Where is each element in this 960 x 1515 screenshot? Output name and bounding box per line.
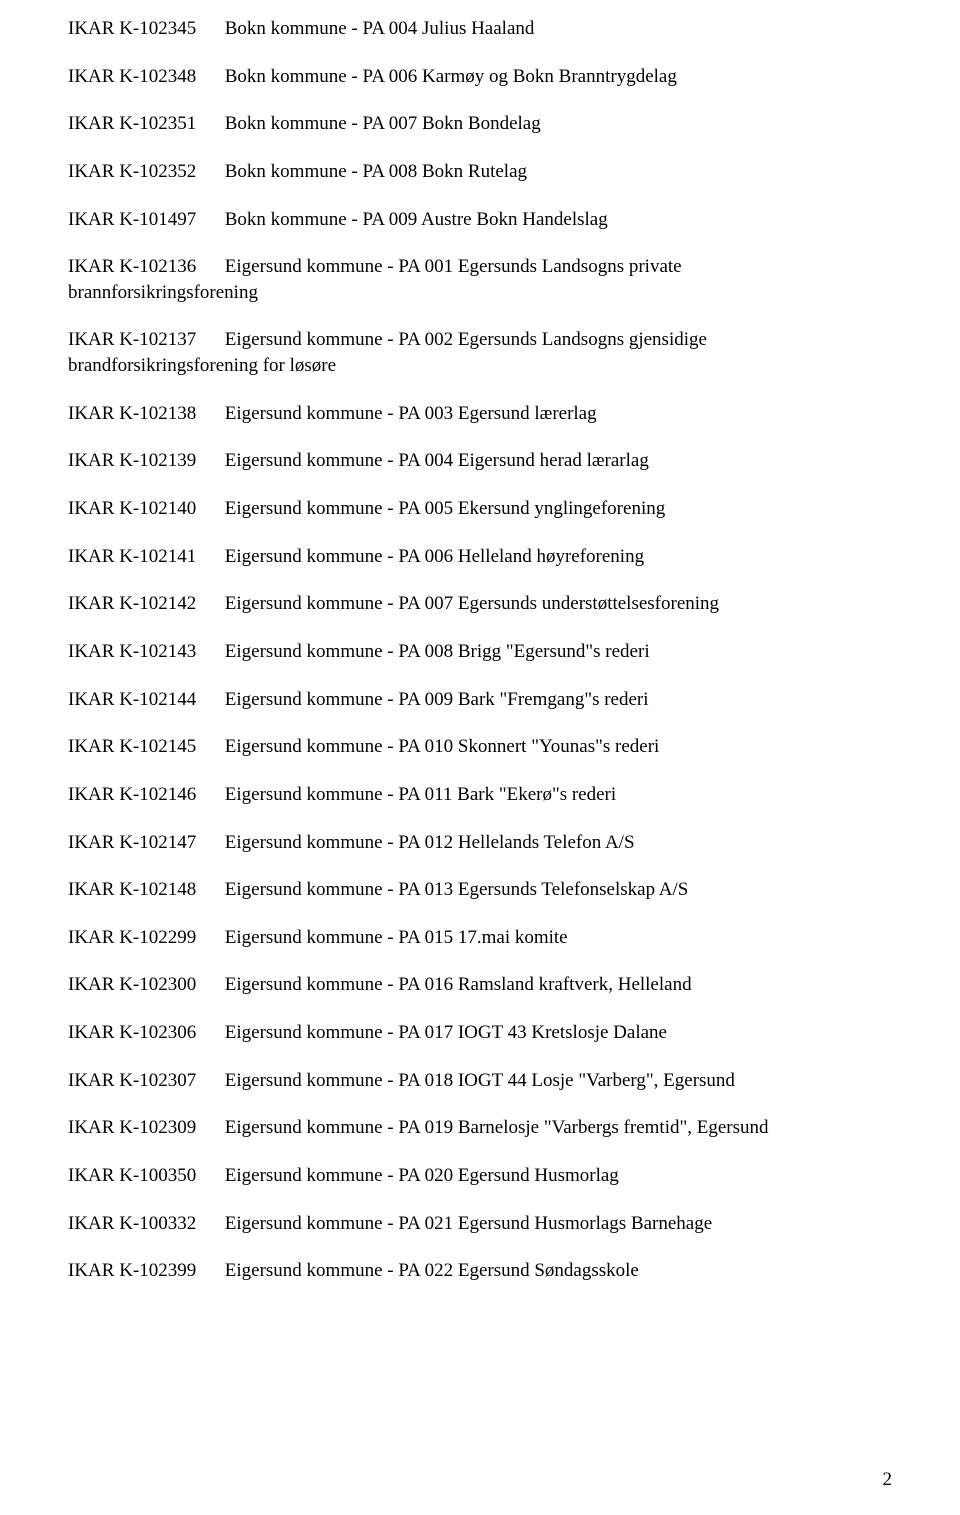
entry-row: IKAR K-102143 Eigersund kommune - PA 008… (68, 639, 892, 665)
entry-code: IKAR K-102143 (68, 641, 196, 662)
entry-row: IKAR K-102136 Eigersund kommune - PA 001… (68, 254, 892, 305)
entry-description: Eigersund kommune - PA 022 Egersund Sønd… (225, 1260, 639, 1281)
entry-code: IKAR K-102138 (68, 403, 196, 424)
entry-code: IKAR K-102399 (68, 1260, 196, 1281)
entry-description: Eigersund kommune - PA 012 Hellelands Te… (225, 832, 635, 853)
entry-row: IKAR K-102137 Eigersund kommune - PA 002… (68, 327, 892, 378)
entry-code: IKAR K-102307 (68, 1070, 196, 1091)
entry-description-continuation: brandforsikringsforening for løsøre (68, 353, 892, 379)
entry-code: IKAR K-102351 (68, 113, 196, 134)
entry-code: IKAR K-102148 (68, 879, 196, 900)
entry-row: IKAR K-102348 Bokn kommune - PA 006 Karm… (68, 64, 892, 90)
entry-description: Eigersund kommune - PA 018 IOGT 44 Losje… (225, 1070, 735, 1091)
entry-row: IKAR K-102299 Eigersund kommune - PA 015… (68, 925, 892, 951)
entry-row: IKAR K-102307 Eigersund kommune - PA 018… (68, 1068, 892, 1094)
entry-description: Bokn kommune - PA 007 Bokn Bondelag (225, 113, 541, 134)
entry-description-continuation: brannforsikringsforening (68, 280, 892, 306)
entry-row: IKAR K-102148 Eigersund kommune - PA 013… (68, 877, 892, 903)
entries-list: IKAR K-102345 Bokn kommune - PA 004 Juli… (68, 16, 892, 1284)
entry-code: IKAR K-101497 (68, 209, 196, 230)
entry-description: Eigersund kommune - PA 009 Bark "Fremgan… (225, 689, 649, 710)
entry-code: IKAR K-102139 (68, 450, 196, 471)
entry-row: IKAR K-102141 Eigersund kommune - PA 006… (68, 544, 892, 570)
entry-description: Bokn kommune - PA 004 Julius Haaland (225, 18, 535, 39)
entry-description: Eigersund kommune - PA 020 Egersund Husm… (225, 1165, 619, 1186)
entry-row: IKAR K-102345 Bokn kommune - PA 004 Juli… (68, 16, 892, 42)
entry-row: IKAR K-102306 Eigersund kommune - PA 017… (68, 1020, 892, 1046)
entry-row: IKAR K-102144 Eigersund kommune - PA 009… (68, 687, 892, 713)
entry-row: IKAR K-102145 Eigersund kommune - PA 010… (68, 734, 892, 760)
entry-description: Eigersund kommune - PA 008 Brigg "Egersu… (225, 641, 650, 662)
entry-description: Eigersund kommune - PA 015 17.mai komite (225, 927, 568, 948)
entry-code: IKAR K-102140 (68, 498, 196, 519)
entry-code: IKAR K-100350 (68, 1165, 196, 1186)
entry-row: IKAR K-102146 Eigersund kommune - PA 011… (68, 782, 892, 808)
document-page: IKAR K-102345 Bokn kommune - PA 004 Juli… (0, 0, 960, 1515)
entry-code: IKAR K-102144 (68, 689, 196, 710)
entry-code: IKAR K-102306 (68, 1022, 196, 1043)
entry-description: Eigersund kommune - PA 017 IOGT 43 Krets… (225, 1022, 667, 1043)
entry-description: Eigersund kommune - PA 021 Egersund Husm… (225, 1213, 712, 1234)
entry-code: IKAR K-102309 (68, 1117, 196, 1138)
entry-code: IKAR K-102136 (68, 256, 196, 277)
entry-code: IKAR K-102146 (68, 784, 196, 805)
entry-code: IKAR K-102300 (68, 974, 196, 995)
entry-code: IKAR K-100332 (68, 1213, 196, 1234)
entry-description: Eigersund kommune - PA 006 Helleland høy… (225, 546, 644, 567)
entry-description: Eigersund kommune - PA 001 Egersunds Lan… (225, 256, 682, 277)
entry-code: IKAR K-102137 (68, 329, 196, 350)
entry-description: Eigersund kommune - PA 019 Barnelosje "V… (225, 1117, 769, 1138)
entry-row: IKAR K-102309 Eigersund kommune - PA 019… (68, 1115, 892, 1141)
entry-code: IKAR K-102141 (68, 546, 196, 567)
entry-row: IKAR K-102139 Eigersund kommune - PA 004… (68, 448, 892, 474)
entry-code: IKAR K-102142 (68, 593, 196, 614)
entry-code: IKAR K-102145 (68, 736, 196, 757)
entry-row: IKAR K-100332 Eigersund kommune - PA 021… (68, 1211, 892, 1237)
entry-row: IKAR K-102351 Bokn kommune - PA 007 Bokn… (68, 111, 892, 137)
entry-row: IKAR K-102399 Eigersund kommune - PA 022… (68, 1258, 892, 1284)
entry-row: IKAR K-102300 Eigersund kommune - PA 016… (68, 972, 892, 998)
entry-code: IKAR K-102147 (68, 832, 196, 853)
entry-description: Eigersund kommune - PA 007 Egersunds und… (225, 593, 719, 614)
entry-code: IKAR K-102345 (68, 18, 196, 39)
entry-description: Eigersund kommune - PA 016 Ramsland kraf… (225, 974, 692, 995)
entry-code: IKAR K-102352 (68, 161, 196, 182)
entry-row: IKAR K-101497 Bokn kommune - PA 009 Aust… (68, 207, 892, 233)
entry-description: Eigersund kommune - PA 003 Egersund lære… (225, 403, 597, 424)
entry-description: Bokn kommune - PA 006 Karmøy og Bokn Bra… (225, 66, 677, 87)
entry-code: IKAR K-102348 (68, 66, 196, 87)
entry-code: IKAR K-102299 (68, 927, 196, 948)
entry-description: Eigersund kommune - PA 005 Ekersund yngl… (225, 498, 665, 519)
entry-description: Bokn kommune - PA 008 Bokn Rutelag (225, 161, 527, 182)
entry-row: IKAR K-102138 Eigersund kommune - PA 003… (68, 401, 892, 427)
entry-row: IKAR K-102352 Bokn kommune - PA 008 Bokn… (68, 159, 892, 185)
entry-description: Eigersund kommune - PA 004 Eigersund her… (225, 450, 649, 471)
entry-row: IKAR K-102140 Eigersund kommune - PA 005… (68, 496, 892, 522)
entry-row: IKAR K-102142 Eigersund kommune - PA 007… (68, 591, 892, 617)
entry-description: Eigersund kommune - PA 011 Bark "Ekerø"s… (225, 784, 616, 805)
entry-description: Eigersund kommune - PA 002 Egersunds Lan… (225, 329, 707, 350)
entry-description: Eigersund kommune - PA 013 Egersunds Tel… (225, 879, 689, 900)
entry-row: IKAR K-100350 Eigersund kommune - PA 020… (68, 1163, 892, 1189)
entry-description: Bokn kommune - PA 009 Austre Bokn Handel… (225, 209, 608, 230)
page-number: 2 (883, 1469, 893, 1491)
entry-row: IKAR K-102147 Eigersund kommune - PA 012… (68, 830, 892, 856)
entry-description: Eigersund kommune - PA 010 Skonnert "You… (225, 736, 660, 757)
